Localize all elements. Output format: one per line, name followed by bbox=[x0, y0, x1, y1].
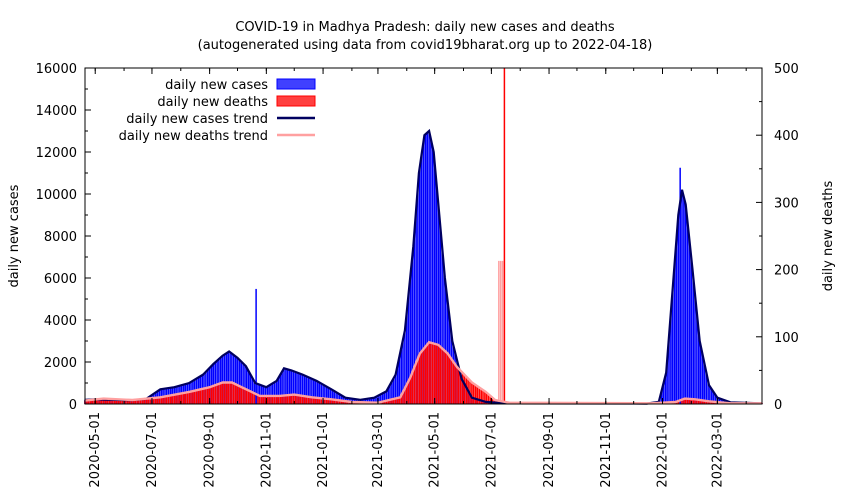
legend-swatch bbox=[276, 95, 316, 107]
x-tick-label: 2021-11-01 bbox=[599, 412, 614, 488]
x-tick-label: 2020-07-01 bbox=[145, 412, 160, 488]
x-tick-label: 2020-05-01 bbox=[88, 412, 103, 488]
x-tick-label: 2021-09-01 bbox=[542, 412, 557, 488]
y-tick-label: 8000 bbox=[44, 230, 77, 245]
legend-label: daily new deaths bbox=[157, 95, 268, 110]
y2-tick-label: 300 bbox=[774, 196, 799, 211]
y2-axis-label: daily new deaths bbox=[821, 180, 836, 291]
x-tick-label: 2020-11-01 bbox=[259, 412, 274, 488]
y-tick-label: 0 bbox=[69, 398, 77, 413]
x-axis: 2020-05-01 2020-07-01 2020-09-01 2020-11-01… bbox=[88, 68, 747, 488]
y2-tick-label: 100 bbox=[774, 331, 799, 346]
legend-label: daily new deaths trend bbox=[119, 129, 268, 144]
y-tick-label: 2000 bbox=[44, 356, 77, 371]
x-tick-label: 2021-01-01 bbox=[316, 412, 331, 488]
x-tick-label: 2022-01-01 bbox=[655, 412, 670, 488]
y-tick-label: 10000 bbox=[36, 188, 77, 203]
x-tick-label: 2021-05-01 bbox=[428, 412, 443, 488]
y-axis-right: 0 100 200 300 400 500 bbox=[756, 62, 799, 413]
chart-subtitle: (autogenerated using data from covid19bh… bbox=[198, 38, 653, 53]
y-tick-label: 16000 bbox=[36, 62, 77, 77]
x-tick-label: 2021-07-01 bbox=[484, 412, 499, 488]
deaths-trend-line bbox=[84, 340, 762, 405]
y2-tick-label: 400 bbox=[774, 129, 799, 144]
y2-tick-label: 200 bbox=[774, 264, 799, 279]
legend-label: daily new cases bbox=[165, 78, 268, 93]
trend-layer bbox=[84, 128, 763, 405]
y-tick-label: 12000 bbox=[36, 146, 77, 161]
chart-title: COVID-19 in Madhya Pradesh: daily new ca… bbox=[235, 20, 615, 35]
legend: daily new cases daily new deaths daily new… bbox=[119, 78, 316, 144]
y-tick-label: 14000 bbox=[36, 104, 77, 119]
y2-tick-label: 500 bbox=[774, 62, 799, 77]
legend-swatch bbox=[276, 78, 316, 90]
y2-tick-label: 0 bbox=[774, 398, 782, 413]
legend-label: daily new cases trend bbox=[126, 112, 268, 127]
y-axis-label: daily new cases bbox=[7, 184, 22, 287]
x-tick-label: 2021-03-01 bbox=[371, 412, 386, 488]
x-tick-label: 2020-09-01 bbox=[203, 412, 218, 488]
y-tick-label: 4000 bbox=[44, 314, 77, 329]
y-axis-left: 0 2000 4000 6000 8000 10000 12000 14000 16000 bbox=[36, 62, 91, 413]
x-tick-label: 2022-03-01 bbox=[710, 412, 725, 488]
y-tick-label: 6000 bbox=[44, 272, 77, 287]
cases-trend-line bbox=[84, 128, 763, 405]
